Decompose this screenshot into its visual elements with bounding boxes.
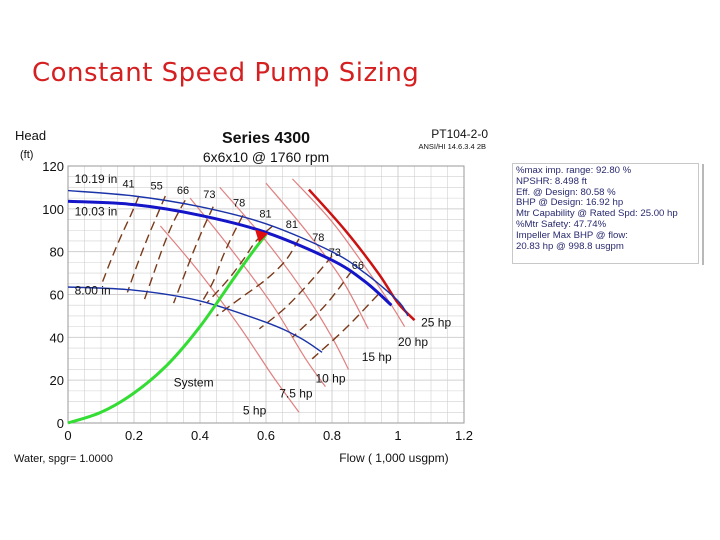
design-point-marker <box>255 229 268 243</box>
efficiency-curve-label: 78 <box>233 198 245 210</box>
info-line-motor-safety: %Mtr Safety: 47.74% <box>516 218 607 230</box>
efficiency-curve-label: 66 <box>177 185 189 197</box>
x-tick-label: 0.2 <box>125 428 143 443</box>
axes: 0 0.2 0.4 0.6 0.8 1 1.2 0 20 40 60 80 100 120 <box>42 159 473 443</box>
impeller-curve <box>67 199 393 307</box>
y-tick-label: 60 <box>50 288 64 303</box>
impeller-curves: 10.19 in 10.03 in 8.00 in <box>67 172 409 353</box>
y-tick-label: 100 <box>42 202 64 217</box>
x-tick-label: 1 <box>394 428 401 443</box>
impeller-curve-label: 10.03 in <box>75 204 118 218</box>
y-tick-label: 20 <box>50 373 64 388</box>
hp-curve <box>159 225 300 413</box>
system-curve <box>67 233 268 425</box>
plot-frame <box>67 165 465 424</box>
efficiency-curve-label: 55 <box>151 181 163 193</box>
efficiency-curve-label: 66 <box>352 260 364 272</box>
y-axis-label: Head <box>15 128 46 143</box>
efficiency-curve <box>258 255 333 330</box>
y-tick-label: 0 <box>57 416 64 431</box>
fluid-label: Water, spgr= 1.0000 <box>14 453 113 465</box>
hp-curve-label: 15 hp <box>362 350 392 364</box>
efficiency-curve-label: 73 <box>203 189 215 201</box>
x-tick-label: 0.4 <box>191 428 209 443</box>
x-tick-label: 0.6 <box>257 428 275 443</box>
info-line-max-bhp-flow: 20.83 hp @ 998.8 usgpm <box>516 240 624 252</box>
slide-title: Constant Speed Pump Sizing <box>32 58 420 88</box>
impeller-curve <box>67 189 409 317</box>
efficiency-curve <box>216 238 300 317</box>
hp-curve-label: 20 hp <box>398 335 428 349</box>
y-tick-label: 80 <box>50 245 64 260</box>
efficiency-curve-label: 78 <box>312 232 324 244</box>
hp-curve-label: 10 hp <box>316 371 346 385</box>
system-curve-label: System <box>174 376 214 390</box>
efficiency-curve-label: 81 <box>286 219 298 231</box>
standard-note: ANSI/HI 14.6.3.4 2B <box>418 142 486 151</box>
efficiency-curve <box>199 214 244 306</box>
system-curve-layer: System <box>67 229 268 425</box>
hp-curve <box>189 197 326 387</box>
scrollbar-edge <box>702 164 704 265</box>
chart-title: Series 4300 <box>222 130 310 147</box>
impeller-curve-label: 8.00 in <box>75 284 111 298</box>
efficiency-curve <box>143 199 186 302</box>
info-line-bhp: BHP @ Design: 16.92 hp <box>516 197 624 209</box>
pump-info-box: %max imp. range: 92.80 % NPSHR: 8.498 ft… <box>512 163 704 265</box>
x-tick-label: 1.2 <box>455 428 473 443</box>
efficiency-curve-label: 81 <box>259 208 271 220</box>
max-hp-curve <box>307 188 416 322</box>
efficiency-curve <box>291 270 353 338</box>
info-line-npshr: NPSHR: 8.498 ft <box>516 175 587 187</box>
hp-curve <box>219 187 350 370</box>
x-tick-label: 0 <box>64 428 71 443</box>
max-hp-curve-label: 25 hp <box>421 316 451 330</box>
info-line-efficiency: Eff. @ Design: 80.58 % <box>516 186 616 198</box>
efficiency-curve <box>126 195 166 293</box>
efficiency-curve <box>100 195 140 287</box>
impeller-curve-label: 10.19 in <box>75 172 118 186</box>
hp-curve-label: 5 hp <box>243 403 267 417</box>
x-axis-label: Flow ( 1,000 usgpm) <box>339 451 448 465</box>
info-line-max-imp-range: %max imp. range: 92.80 % <box>516 165 632 176</box>
y-tick-label: 120 <box>42 159 64 174</box>
x-tick-label: 0.8 <box>323 428 341 443</box>
y-tick-label: 40 <box>50 330 64 345</box>
hp-curve <box>265 182 369 330</box>
info-line-impeller-max-bhp: Impeller Max BHP @ flow: <box>516 229 628 241</box>
efficiency-curve-label: 41 <box>122 178 134 190</box>
y-axis-unit: (ft) <box>20 149 33 161</box>
hp-curve-label: 7.5 hp <box>279 386 313 400</box>
impeller-curve <box>67 286 323 353</box>
model-code: PT104-2-0 <box>431 127 488 141</box>
efficiency-curve <box>311 294 379 360</box>
hp-curve <box>291 178 406 327</box>
efficiency-curve <box>172 206 214 304</box>
chart-subtitle: 6x6x10 @ 1760 rpm <box>203 149 329 165</box>
info-line-motor-capability: Mtr Capability @ Rated Spd: 25.00 hp <box>516 208 678 220</box>
